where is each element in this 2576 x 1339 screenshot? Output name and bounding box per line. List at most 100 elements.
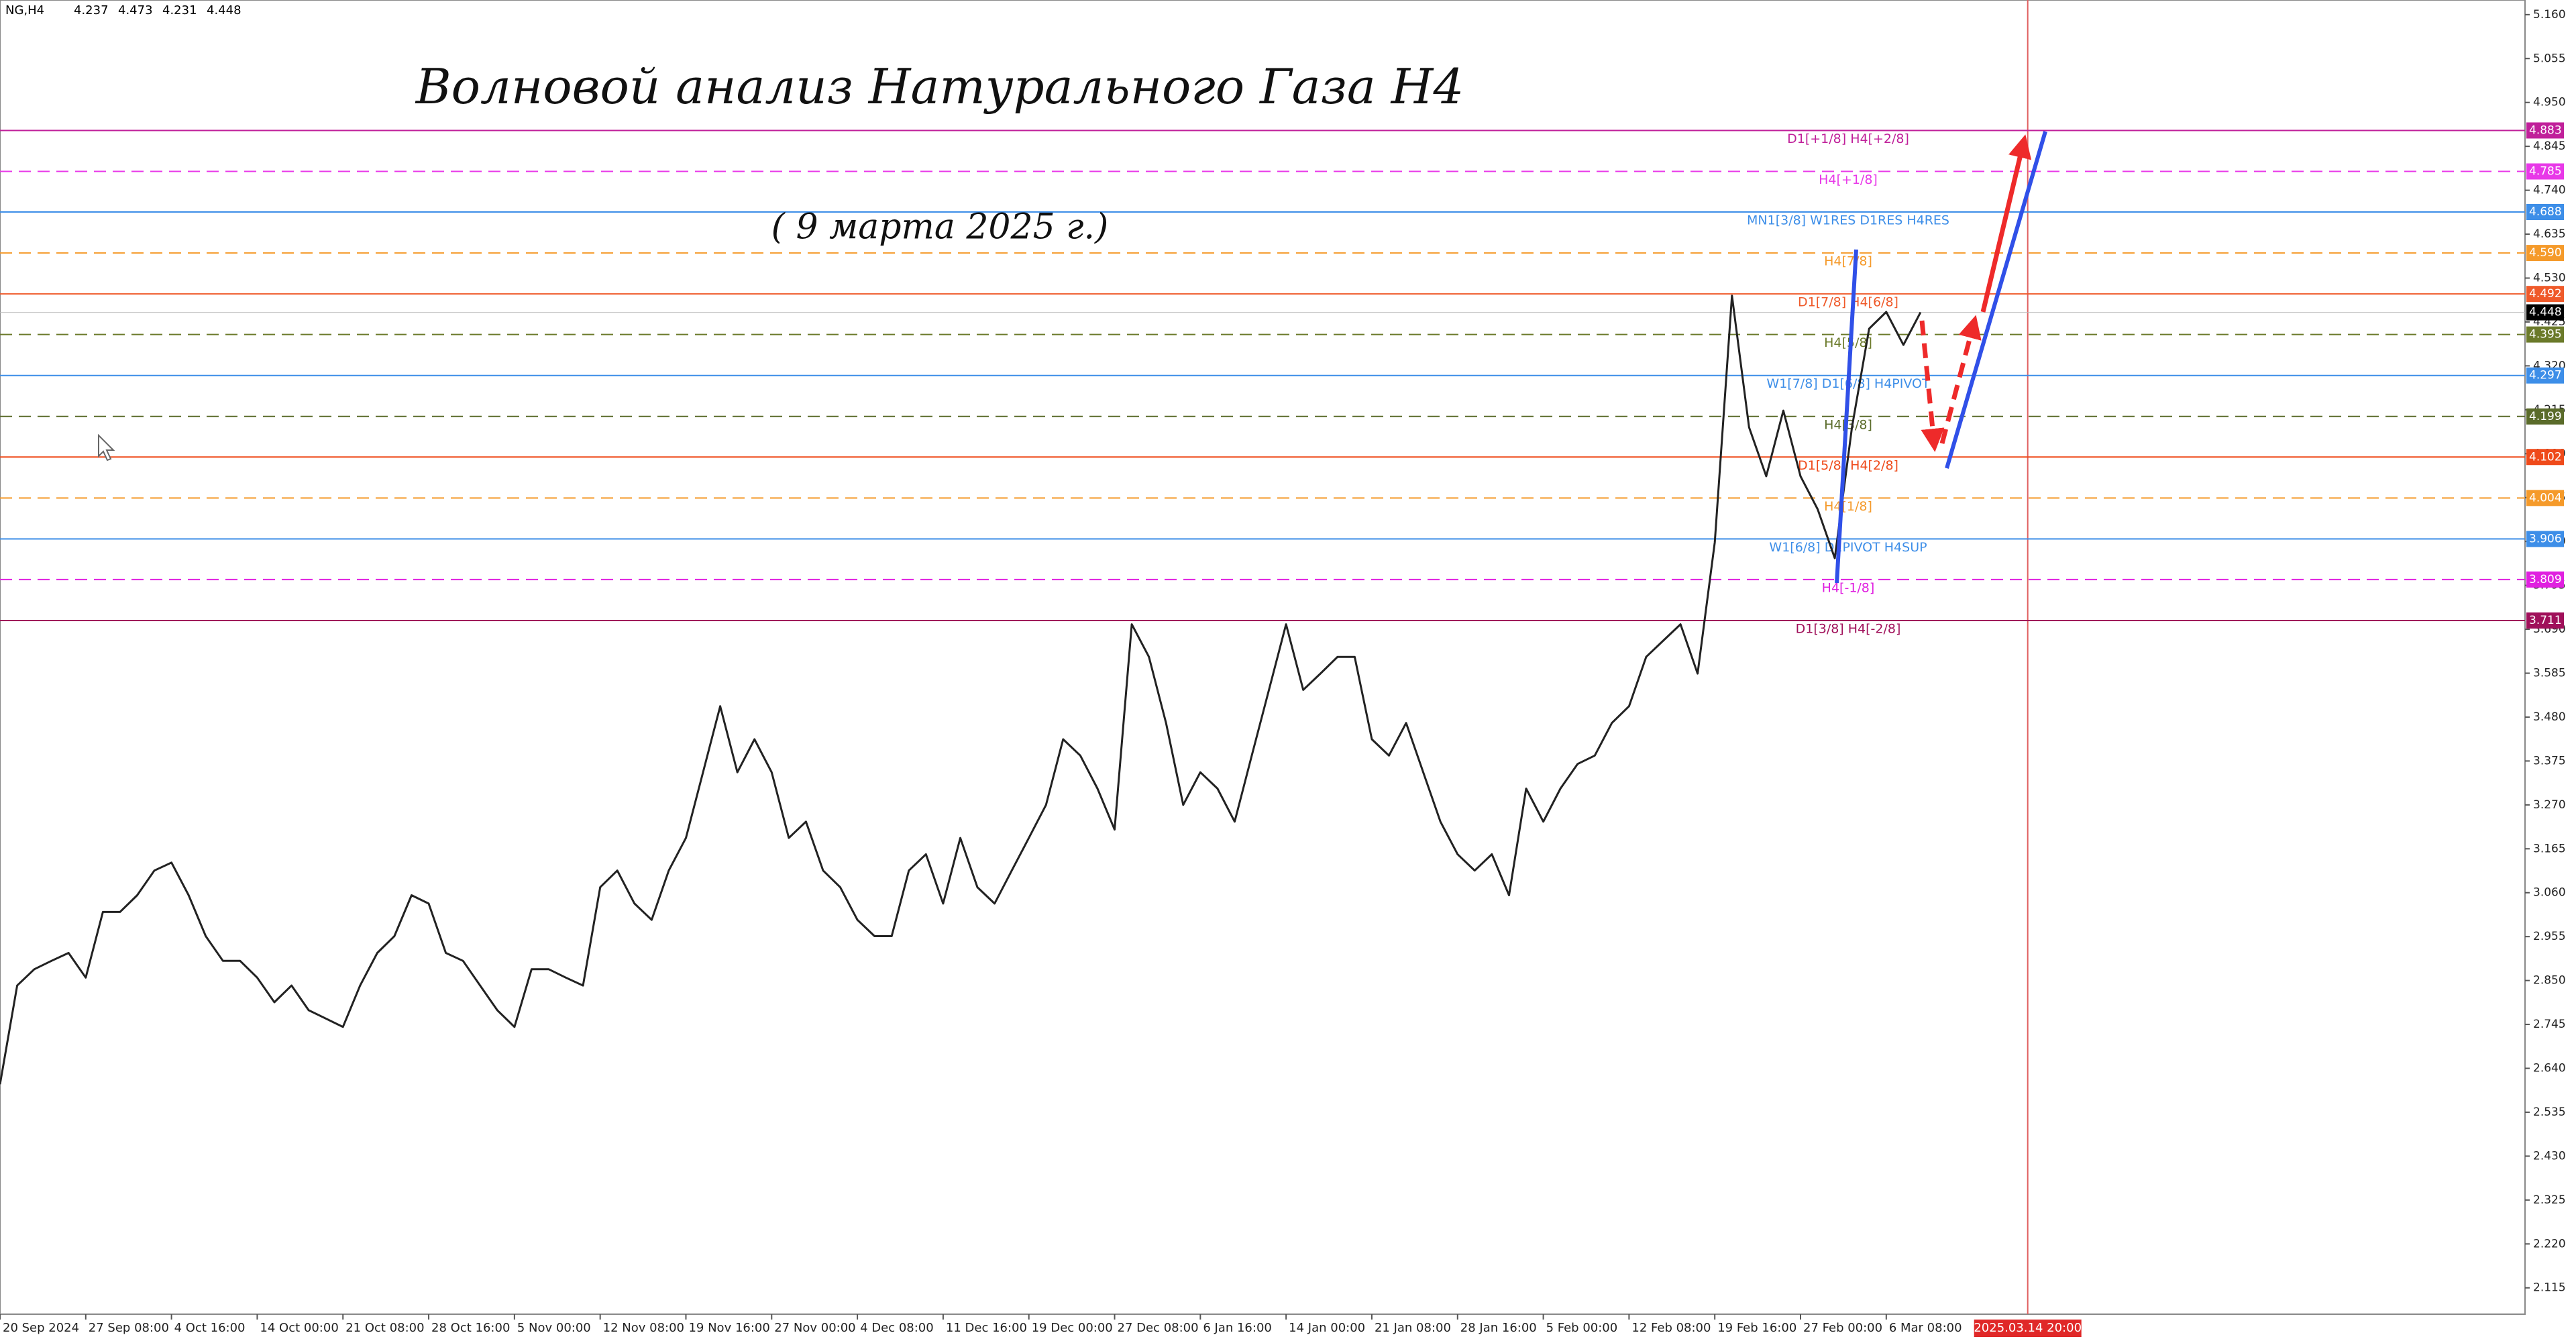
x-tick-label: 14 Jan 00:00 xyxy=(1289,1321,1365,1335)
trend-line xyxy=(1945,131,2047,469)
level-label: D1[5/8] H4[2/8] xyxy=(1798,458,1898,473)
x-tick-label: 27 Sep 08:00 xyxy=(89,1321,169,1335)
mouse-cursor xyxy=(98,433,115,462)
y-tick-label: 2.220 xyxy=(2533,1237,2566,1250)
level-price-bg xyxy=(2526,367,2564,384)
y-tick-label: 2.325 xyxy=(2533,1193,2566,1207)
symbol: NG,H4 xyxy=(5,3,44,17)
y-tick-label: 2.535 xyxy=(2533,1106,2566,1119)
x-tick-label: 6 Mar 08:00 xyxy=(1889,1321,1962,1335)
x-tick-label: 11 Dec 16:00 xyxy=(946,1321,1027,1335)
x-tick-label: 12 Nov 08:00 xyxy=(603,1321,684,1335)
x-tick-label: 20 Sep 2024 xyxy=(3,1321,79,1335)
level-price: 4.004 xyxy=(2529,491,2562,504)
ohlc-value: 4.237 xyxy=(74,3,109,17)
x-tick-label: 4 Oct 16:00 xyxy=(174,1321,246,1335)
x-tick-label: 27 Dec 08:00 xyxy=(1118,1321,1199,1335)
price-line xyxy=(0,294,1922,1085)
x-tick-label: 19 Feb 16:00 xyxy=(1717,1321,1796,1335)
y-tick-label: 2.850 xyxy=(2533,974,2566,987)
forecast-arrow xyxy=(1939,315,1982,444)
level-price: 3.906 xyxy=(2529,532,2562,545)
y-tick-label: 4.950 xyxy=(2533,96,2566,109)
ohlc-value: 4.231 xyxy=(162,3,197,17)
level-price: 4.395 xyxy=(2529,328,2562,341)
y-tick-label: 2.430 xyxy=(2533,1149,2566,1163)
x-tick-label: 5 Nov 00:00 xyxy=(517,1321,591,1335)
level-price-bg xyxy=(2526,286,2564,303)
x-tick-label: 19 Nov 16:00 xyxy=(688,1321,769,1335)
level-price-bg xyxy=(2526,408,2564,425)
level-label: W1[6/8] D1PIVOT H4SUP xyxy=(1769,540,1927,555)
level-price-bg xyxy=(2526,163,2564,180)
level-price-bg xyxy=(2526,490,2564,506)
level-price: 3.711 xyxy=(2529,614,2562,627)
level-price-bg xyxy=(2526,531,2564,547)
level-price: 4.297 xyxy=(2529,369,2562,382)
y-tick-label: 3.165 xyxy=(2533,842,2566,855)
level-label: D1[7/8] H4[6/8] xyxy=(1798,295,1898,310)
trend-line xyxy=(1835,249,1858,584)
y-tick-label: 3.375 xyxy=(2533,754,2566,767)
level-label: D1[+1/8] H4[+2/8] xyxy=(1787,131,1909,146)
forecast-arrow xyxy=(1980,134,2032,313)
y-tick-label: 2.115 xyxy=(2533,1281,2566,1295)
x-tick-label: 21 Oct 08:00 xyxy=(345,1321,424,1335)
level-label: MN1[3/8] W1RES D1RES H4RES xyxy=(1747,213,1949,228)
crosshair-label: 2025.03.14 20:00 xyxy=(1974,1321,2082,1335)
level-price-bg xyxy=(2526,612,2564,629)
x-tick-label: 27 Nov 00:00 xyxy=(774,1321,855,1335)
x-tick-label: 28 Jan 16:00 xyxy=(1460,1321,1537,1335)
level-label: D1[3/8] H4[-2/8] xyxy=(1796,621,1901,636)
y-tick-label: 3.060 xyxy=(2533,886,2566,900)
y-tick-label: 5.160 xyxy=(2533,8,2566,21)
level-label: H4[1/8] xyxy=(1824,499,1872,514)
y-tick-label: 2.640 xyxy=(2533,1062,2566,1075)
y-tick-label: 4.530 xyxy=(2533,271,2566,284)
plot-area xyxy=(0,0,2526,1315)
y-tick-label: 3.270 xyxy=(2533,798,2566,812)
ohlc-value: 4.473 xyxy=(118,3,153,17)
level-price: 4.590 xyxy=(2529,246,2562,260)
x-tick-label: 12 Feb 08:00 xyxy=(1631,1321,1711,1335)
level-price-bg xyxy=(2526,122,2564,139)
y-tick-label: 4.635 xyxy=(2533,227,2566,241)
x-tick-label: 21 Jan 08:00 xyxy=(1375,1321,1451,1335)
chart-title: Волновой анализ Натурального Газа H4 xyxy=(415,58,1464,115)
level-price: 4.102 xyxy=(2529,450,2562,464)
level-price: 4.492 xyxy=(2529,287,2562,301)
annotations xyxy=(98,131,2047,584)
level-price-bg xyxy=(2526,326,2564,343)
last-price: 4.448 xyxy=(2529,306,2562,319)
x-tick-label: 19 Dec 00:00 xyxy=(1032,1321,1113,1335)
level-label: H4[3/8] xyxy=(1824,417,1872,432)
x-tick-label: 5 Feb 00:00 xyxy=(1546,1321,1618,1335)
ohlc-value: 4.448 xyxy=(207,3,241,17)
level-price-bg xyxy=(2526,204,2564,221)
x-tick-label: 6 Jan 16:00 xyxy=(1203,1321,1272,1335)
y-tick-label: 2.955 xyxy=(2533,930,2566,943)
y-tick-label: 5.055 xyxy=(2533,52,2566,65)
y-tick-label: 3.480 xyxy=(2533,710,2566,724)
level-price-bg xyxy=(2526,245,2564,262)
chart-subtitle: ( 9 марта 2025 г.) xyxy=(771,207,1109,248)
level-price: 3.809 xyxy=(2529,573,2562,586)
crosshair-label-bg xyxy=(1974,1320,2082,1337)
level-price: 4.785 xyxy=(2529,165,2562,178)
y-tick-label: 4.740 xyxy=(2533,184,2566,197)
level-price-bg xyxy=(2526,449,2564,466)
y-tick-label: 2.745 xyxy=(2533,1018,2566,1031)
level-price: 4.199 xyxy=(2529,410,2562,423)
forecast-arrow xyxy=(1919,320,1945,452)
level-label: H4[5/8] xyxy=(1824,335,1872,350)
level-label: H4[-1/8] xyxy=(1822,580,1875,595)
level-price: 4.688 xyxy=(2529,205,2562,219)
x-tick-label: 14 Oct 00:00 xyxy=(260,1321,338,1335)
level-price: 4.883 xyxy=(2529,123,2562,137)
level-label: H4[+1/8] xyxy=(1819,172,1878,187)
y-tick-label: 4.845 xyxy=(2533,140,2566,153)
y-tick-label: 3.585 xyxy=(2533,666,2566,680)
x-tick-label: 28 Oct 16:00 xyxy=(431,1321,510,1335)
